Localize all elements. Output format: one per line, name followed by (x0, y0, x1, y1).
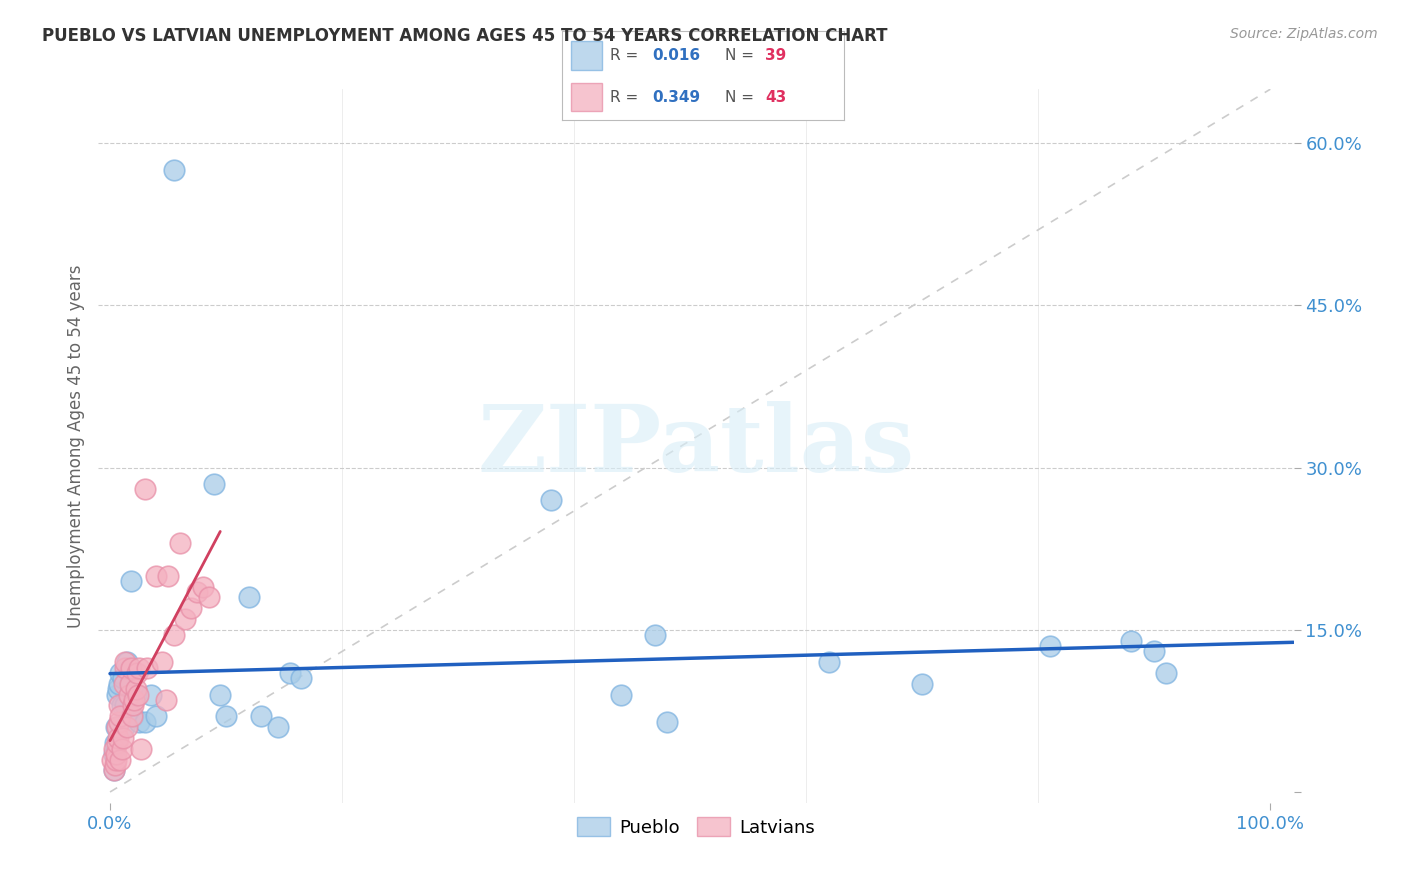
Point (104, 758, 127, 772)
Point (267, 720, 290, 734)
Point (145, 709, 167, 723)
Point (209, 688, 232, 702)
Point (103, 741, 125, 756)
Text: 0.349: 0.349 (652, 90, 700, 104)
Text: ZIPatlas: ZIPatlas (478, 401, 914, 491)
Point (186, 585, 208, 599)
Point (139, 688, 162, 702)
Point (150, 655, 173, 669)
Point (103, 764, 125, 778)
FancyBboxPatch shape (571, 83, 602, 112)
Point (155, 693, 177, 707)
Point (112, 677, 135, 691)
Text: R =: R = (610, 90, 638, 104)
Point (191, 580, 214, 594)
Point (124, 693, 146, 707)
Point (124, 682, 146, 697)
Point (204, 476, 226, 491)
Point (117, 688, 139, 702)
Point (180, 601, 202, 615)
Point (117, 655, 139, 669)
Point (105, 688, 128, 702)
Text: Source: ZipAtlas.com: Source: ZipAtlas.com (1230, 27, 1378, 41)
Point (1039, 639, 1062, 653)
Point (125, 666, 148, 681)
Point (108, 698, 131, 713)
Text: N =: N = (725, 48, 755, 62)
Text: N =: N = (725, 90, 755, 104)
Point (114, 698, 136, 713)
Text: R =: R = (610, 48, 638, 62)
Point (540, 493, 562, 508)
Point (136, 660, 159, 674)
Point (105, 720, 128, 734)
Point (104, 747, 127, 761)
Point (110, 709, 132, 723)
Point (110, 666, 132, 681)
Point (1143, 644, 1166, 658)
Point (1154, 666, 1177, 681)
Point (114, 660, 136, 674)
Point (114, 655, 136, 669)
Y-axis label: Unemployment Among Ages 45 to 54 years: Unemployment Among Ages 45 to 54 years (66, 264, 84, 628)
Point (818, 655, 841, 669)
Point (103, 764, 125, 778)
Point (120, 574, 142, 589)
Text: 43: 43 (765, 90, 786, 104)
Point (128, 714, 150, 729)
Point (120, 660, 142, 674)
Point (644, 628, 666, 642)
Point (107, 731, 129, 745)
Point (112, 720, 135, 734)
Point (290, 672, 312, 686)
Point (163, 163, 186, 178)
Legend: Pueblo, Latvians: Pueblo, Latvians (569, 810, 823, 844)
Point (111, 698, 134, 713)
Point (111, 741, 134, 756)
Point (163, 628, 186, 642)
Point (215, 709, 238, 723)
Point (655, 714, 678, 729)
Point (128, 660, 150, 674)
Point (104, 720, 127, 734)
Point (911, 677, 934, 691)
Point (157, 568, 180, 582)
Point (108, 677, 131, 691)
Point (108, 714, 131, 729)
Point (104, 736, 127, 750)
Point (278, 666, 301, 681)
Point (103, 747, 125, 761)
Point (134, 482, 156, 496)
Point (122, 709, 145, 723)
Point (122, 698, 145, 713)
Point (124, 688, 146, 702)
Point (197, 591, 219, 605)
Point (238, 591, 260, 605)
Point (101, 753, 124, 767)
Point (609, 688, 631, 702)
Point (121, 709, 143, 723)
Point (134, 714, 156, 729)
Point (104, 753, 127, 767)
Point (250, 709, 273, 723)
Point (169, 536, 191, 550)
Point (174, 612, 197, 626)
Text: 0.016: 0.016 (652, 48, 700, 62)
Point (131, 741, 153, 756)
FancyBboxPatch shape (571, 41, 602, 70)
Point (117, 720, 139, 734)
Text: 39: 39 (765, 48, 786, 62)
Point (118, 677, 141, 691)
Point (105, 736, 128, 750)
Point (127, 688, 149, 702)
Point (111, 731, 134, 745)
Point (110, 753, 132, 767)
Point (107, 682, 129, 697)
Point (111, 672, 134, 686)
Point (1119, 633, 1142, 648)
Point (145, 568, 167, 582)
Text: PUEBLO VS LATVIAN UNEMPLOYMENT AMONG AGES 45 TO 54 YEARS CORRELATION CHART: PUEBLO VS LATVIAN UNEMPLOYMENT AMONG AGE… (42, 27, 887, 45)
